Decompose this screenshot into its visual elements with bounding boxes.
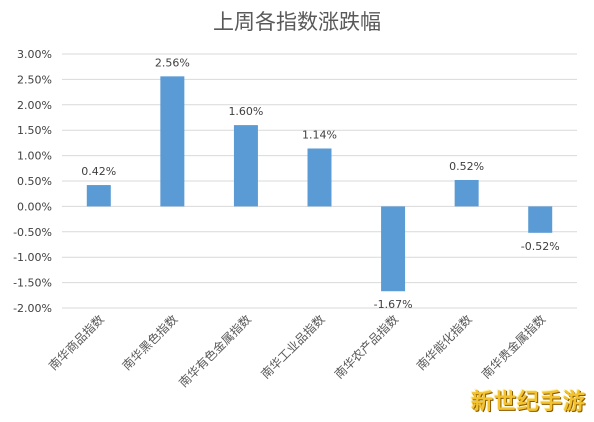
bar	[86, 185, 111, 207]
data-label: 0.52%	[449, 160, 484, 173]
data-label: 1.14%	[302, 128, 337, 141]
category-label: 南华贵金属指数	[478, 312, 548, 382]
category-label: 南华商品指数	[45, 312, 107, 374]
category-label: 南华黑色指数	[119, 312, 181, 374]
data-label: 1.60%	[228, 105, 263, 118]
y-tick-label: -2.00%	[13, 302, 52, 315]
y-tick-label: 0.00%	[17, 200, 52, 213]
bar	[528, 206, 553, 233]
data-label: 0.42%	[81, 165, 116, 178]
data-labels: 0.42% 2.56% 1.60% 1.14% -1.67% 0.52% -0.52%	[81, 56, 559, 311]
y-tick-label: 2.50%	[17, 73, 52, 86]
y-tick-label: -1.00%	[13, 251, 52, 264]
data-label: 2.56%	[155, 56, 190, 69]
y-tick-label: -1.50%	[13, 277, 52, 290]
chart-title: 上周各指数涨跌幅	[213, 10, 381, 34]
y-tick-label: -0.50%	[13, 226, 52, 239]
bar	[454, 179, 479, 207]
bar-series	[86, 76, 553, 292]
bar	[160, 76, 185, 207]
data-label: -1.67%	[374, 298, 413, 311]
category-label: 南华能化指数	[413, 312, 475, 374]
y-tick-label: 3.00%	[17, 48, 52, 61]
data-label: -0.52%	[521, 240, 560, 253]
category-label: 南华工业品指数	[258, 312, 328, 382]
y-tick-label: 2.00%	[17, 99, 52, 112]
y-axis-tick-labels: 3.00% 2.50% 2.00% 1.50% 1.00% 0.50% 0.00% -0.50…	[13, 48, 52, 315]
y-tick-label: 0.50%	[17, 175, 52, 188]
watermark-logo: 新世纪手游	[470, 390, 586, 415]
category-label: 南华有色金属指数	[176, 312, 254, 390]
category-label: 南华农产品指数	[331, 312, 401, 382]
bar	[233, 125, 258, 207]
bar	[381, 206, 406, 292]
bar	[307, 148, 332, 207]
y-tick-label: 1.50%	[17, 124, 52, 137]
y-tick-label: 1.00%	[17, 150, 52, 163]
